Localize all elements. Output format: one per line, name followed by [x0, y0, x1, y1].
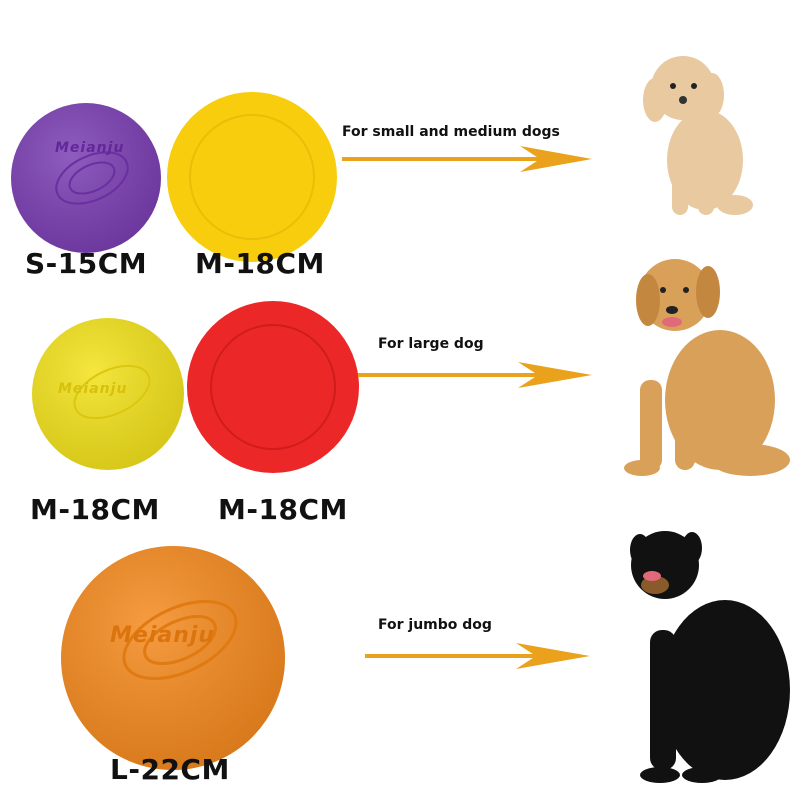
arrow-icon [342, 146, 592, 669]
brand-emboss: Meianju [58, 381, 128, 397]
caption: For small and medium dogs [342, 124, 560, 140]
poodle-image [643, 56, 753, 215]
size-label: M-18CM [195, 247, 325, 280]
size-label: M-18CM [218, 493, 348, 526]
rottweiler-image [630, 531, 790, 783]
size-label: S-15CM [25, 247, 148, 280]
size-label: L-22CM [110, 753, 230, 786]
disc-yellow-medium-2 [32, 318, 184, 470]
disc-purple-small [11, 103, 161, 253]
disc-red-medium [187, 301, 359, 473]
caption: For large dog [378, 336, 484, 352]
brand-emboss: Meianju [55, 140, 125, 156]
size-label: M-18CM [30, 493, 160, 526]
disc-yellow-medium [167, 92, 337, 262]
brand-emboss: Meianju [110, 623, 216, 648]
disc-orange-large [61, 546, 285, 770]
caption: For jumbo dog [378, 617, 492, 633]
golden-retriever-image [624, 259, 790, 476]
